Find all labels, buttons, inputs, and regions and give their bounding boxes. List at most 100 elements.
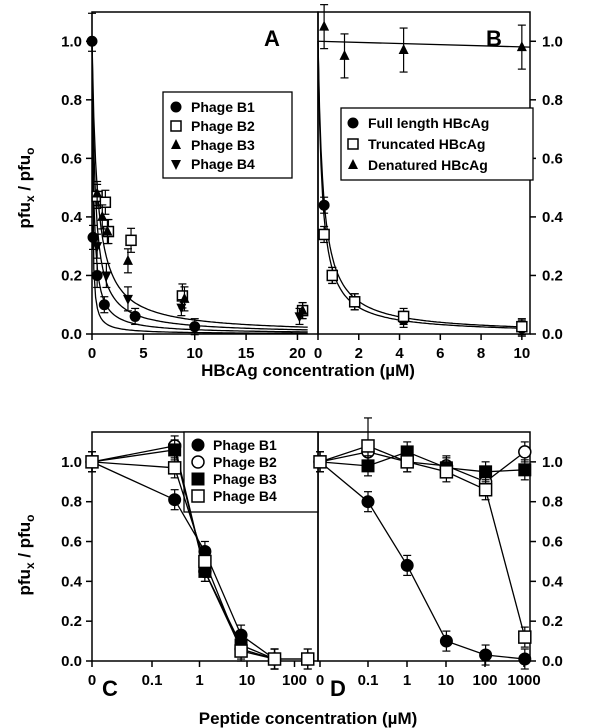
y-tick-label-d-1: 0.2 <box>542 613 563 630</box>
series-line-d-3 <box>319 445 526 638</box>
data-point-a-0-5 <box>189 321 201 333</box>
legend-b-marker-0 <box>347 117 359 129</box>
data-point-b-2-0 <box>319 20 330 31</box>
y-tick-label-a-3: 0.6 <box>61 150 82 167</box>
data-point-d-2-4 <box>479 465 493 479</box>
y-tick-label-b-2: 0.4 <box>542 209 564 226</box>
panel-label-d: D <box>330 676 346 701</box>
y-tick-label-b-3: 0.6 <box>542 150 563 167</box>
data-series <box>85 4 532 670</box>
data-point-b-2-2 <box>398 44 409 55</box>
legend-c-label-0: Phage B1 <box>213 437 277 453</box>
legend-c-label-2: Phage B3 <box>213 471 277 487</box>
data-point-d-0-3 <box>439 634 453 648</box>
data-point-a-1-3 <box>125 234 137 247</box>
data-point-d-0-5 <box>518 652 532 666</box>
y-tick-label-d-0: 0.0 <box>542 653 563 670</box>
legend-c-label-3: Phage B4 <box>213 488 277 504</box>
x-tick-label-c-0: 0 <box>88 672 96 689</box>
fit-curve-a-1 <box>91 41 308 328</box>
data-point-a-3-4 <box>294 312 305 323</box>
x-tick-label-a-4: 20 <box>289 345 306 362</box>
legend-a-marker-3 <box>171 160 181 170</box>
data-point-a-3-0 <box>92 242 103 253</box>
series-line-d-0 <box>319 461 525 660</box>
x-axis-title-top: HBcAg concentration (µM) <box>201 361 415 380</box>
legend-c-marker-1 <box>191 455 205 469</box>
x-tick-label-d-2: 1 <box>403 672 411 689</box>
legend-b <box>340 107 534 181</box>
x-tick-label-d-0: 0 <box>316 672 324 689</box>
axes-frames <box>86 11 536 667</box>
data-point-b-2-1 <box>339 49 350 60</box>
data-point-c-2-1 <box>168 443 182 457</box>
data-point-a-2-3 <box>122 254 133 265</box>
data-point-d-3-0 <box>313 455 327 469</box>
data-point-c-3-5 <box>300 652 315 666</box>
x-tick-label-b-5: 10 <box>514 345 531 362</box>
data-point-c-3-1 <box>167 461 182 475</box>
legend-b-marker-2 <box>348 159 358 169</box>
y-tick-label-b-4: 0.8 <box>542 92 563 109</box>
y-tick-label-d-3: 0.6 <box>542 534 563 551</box>
x-tick-label-a-0: 0 <box>88 345 96 362</box>
data-point-a-3-3 <box>176 303 187 314</box>
data-point-a-2-0 <box>92 187 103 198</box>
panel-label-a: A <box>264 26 280 51</box>
data-point-b-1-0 <box>318 228 330 241</box>
data-point-d-0-1 <box>361 495 375 509</box>
data-point-b-1-3 <box>397 310 410 323</box>
data-point-a-0-0 <box>86 35 98 47</box>
fit-curve-b-0 <box>317 41 526 330</box>
data-point-a-0-3 <box>98 299 110 311</box>
legend-a-marker-2 <box>171 139 181 149</box>
y-tick-label-c-4: 0.8 <box>61 494 82 511</box>
x-tick-label-b-3: 6 <box>436 345 444 362</box>
data-point-a-2-2 <box>102 225 113 236</box>
x-tick-label-c-1: 0.1 <box>142 672 163 689</box>
x-tick-label-d-1: 0.1 <box>358 672 379 689</box>
y-tick-label-a-4: 0.8 <box>61 92 82 109</box>
legend-c-label-1: Phage B2 <box>213 454 277 470</box>
x-tick-label-b-0: 0 <box>314 345 322 362</box>
x-axis-title-bottom: Peptide concentration (µM) <box>199 709 418 728</box>
x-tick-label-c-4: 100 <box>282 672 307 689</box>
data-point-a-3-1 <box>101 271 112 282</box>
data-point-d-3-1 <box>361 439 375 453</box>
data-point-b-2-3 <box>516 41 527 52</box>
data-point-d-2-1 <box>361 459 375 473</box>
data-point-a-1-1 <box>99 196 112 209</box>
y-axis-title-bottom: pfux / pfuo <box>15 514 37 595</box>
y-tick-label-c-3: 0.6 <box>61 534 82 551</box>
data-point-c-3-4 <box>267 652 282 666</box>
series-line-d-2 <box>319 451 525 473</box>
y-tick-label-a-2: 0.4 <box>61 209 83 226</box>
legend-b-label-0: Full length HBcAg <box>368 115 489 131</box>
data-point-c-0-1 <box>168 493 182 507</box>
legend-a-label-2: Phage B3 <box>191 137 255 153</box>
data-point-d-3-5 <box>518 630 532 644</box>
x-tick-label-b-4: 8 <box>477 345 485 362</box>
x-tick-label-c-3: 10 <box>239 672 256 689</box>
y-tick-label-a-5: 1.0 <box>61 33 82 50</box>
x-tick-label-d-3: 10 <box>438 672 455 689</box>
data-point-c-3-2 <box>198 554 212 569</box>
fit-curve-a-3 <box>91 41 308 333</box>
data-point-c-3-0 <box>85 455 99 469</box>
x-tick-label-a-2: 10 <box>186 345 203 362</box>
y-tick-label-b-0: 0.0 <box>542 326 563 343</box>
legend-c-marker-0 <box>191 438 205 452</box>
y-tick-label-c-0: 0.0 <box>61 653 82 670</box>
data-point-d-3-2 <box>400 455 414 469</box>
text-layer: A B C D HBcAg concentration (µM) Peptide… <box>15 26 564 728</box>
y-tick-label-c-5: 1.0 <box>61 454 82 471</box>
legend-b-label-1: Truncated HBcAg <box>368 136 485 152</box>
data-point-d-3-3 <box>439 465 454 479</box>
legend-a-label-1: Phage B2 <box>191 118 255 134</box>
data-point-c-3-3 <box>234 644 248 658</box>
y-tick-label-d-4: 0.8 <box>542 494 563 511</box>
x-tick-label-a-1: 5 <box>139 345 147 362</box>
y-axis-title-top: pfux / pfuo <box>15 147 37 228</box>
panel-label-b: B <box>486 26 502 51</box>
legend-a-marker-0 <box>170 101 182 113</box>
